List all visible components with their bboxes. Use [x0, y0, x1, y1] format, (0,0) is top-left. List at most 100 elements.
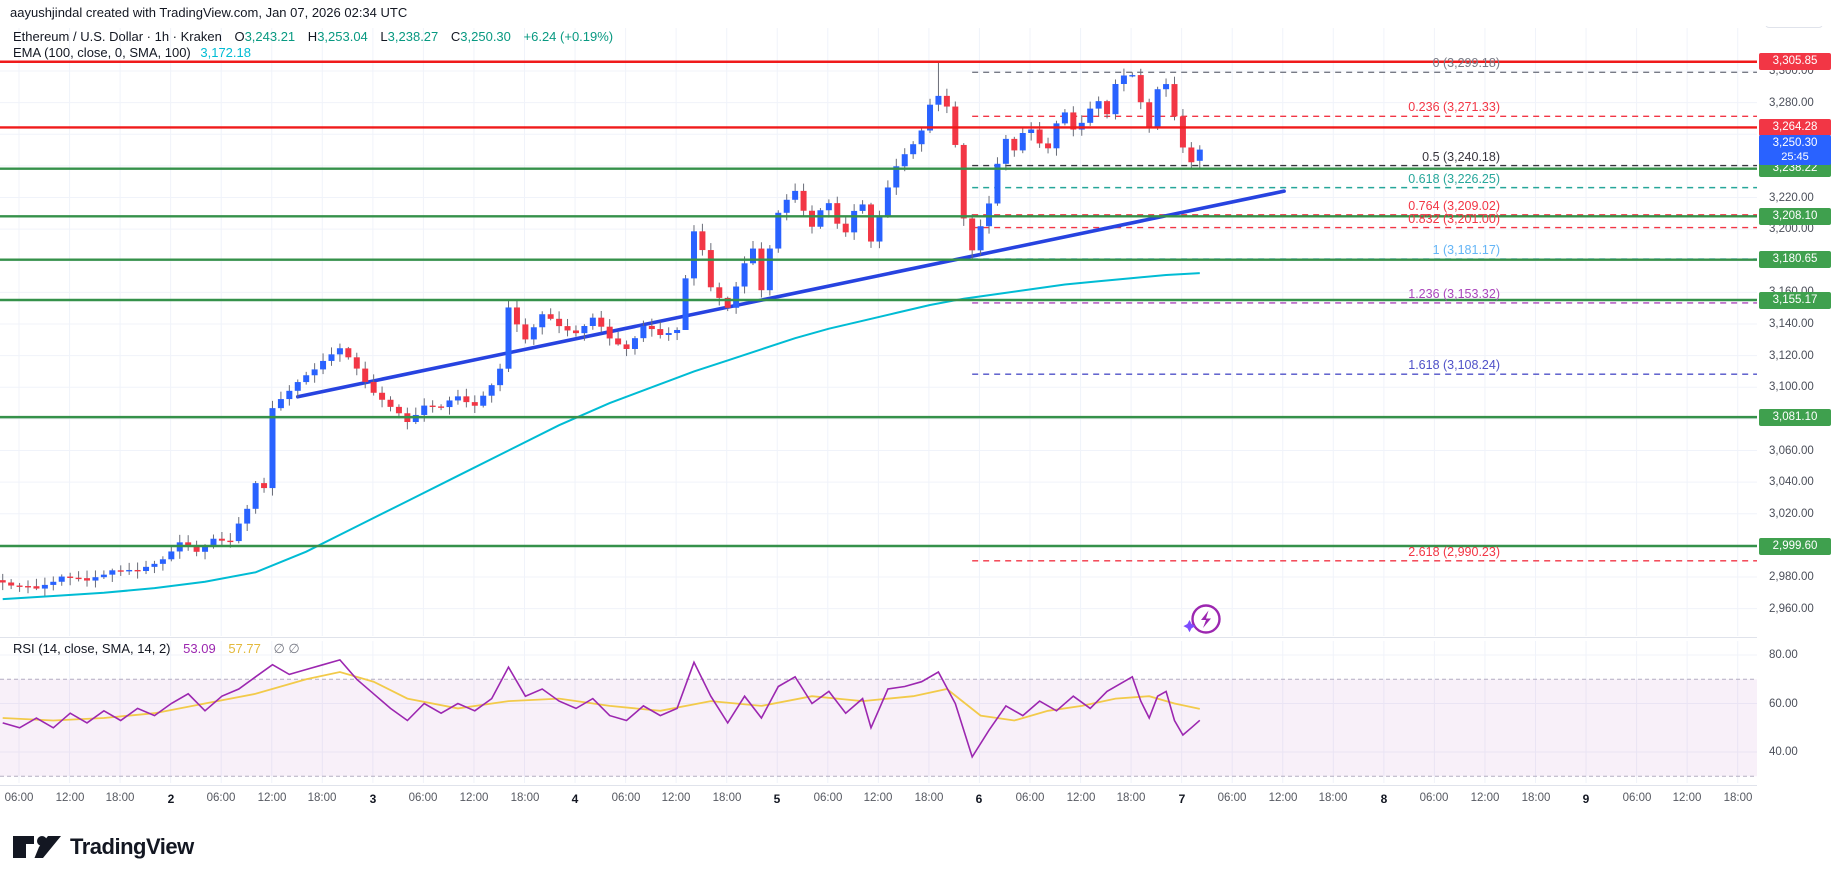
candle — [1028, 129, 1035, 134]
candle — [261, 483, 268, 489]
time-label: 06:00 — [206, 792, 236, 804]
candle — [623, 344, 630, 349]
time-label: 18:00 — [914, 792, 944, 804]
candle — [159, 559, 166, 564]
fib-label-0.832[interactable]: 0.832 (3,201.00) — [1408, 212, 1500, 226]
fib-label-1[interactable]: 1 (3,181.17) — [1432, 243, 1500, 257]
rsi-legend-row[interactable]: RSI (14, close, SMA, 14, 2) 53.09 57.77 … — [13, 641, 300, 657]
candle — [1095, 101, 1102, 109]
fib-label-0.618[interactable]: 0.618 (3,226.25) — [1408, 172, 1500, 186]
time-axis[interactable]: 06:00 12:00 18:00 2 06:00 12:00 18:00 3 06:00 12:… — [0, 786, 1757, 812]
candle — [707, 250, 714, 288]
candle — [345, 348, 352, 358]
candle — [454, 396, 461, 401]
candle — [488, 385, 495, 396]
time-label: 06:00 — [611, 792, 641, 804]
candle — [581, 326, 588, 334]
candle — [1053, 123, 1060, 149]
price-tick: 3,040.00 — [1769, 476, 1814, 488]
time-label: 12:00 — [863, 792, 893, 804]
candle — [0, 580, 6, 583]
fib-label-1.236[interactable]: 1.236 (3,153.32) — [1408, 287, 1500, 301]
ema-value: 3,172.18 — [200, 45, 251, 60]
candle — [286, 390, 293, 400]
lightning-icon[interactable] — [1181, 598, 1227, 644]
candle — [75, 577, 82, 580]
candle — [893, 166, 900, 188]
candle — [901, 154, 908, 167]
candle — [370, 381, 377, 393]
candle — [497, 368, 504, 386]
last-price-label: 3,250.30 25:45 — [1759, 135, 1831, 165]
time-label: 06:00 — [1622, 792, 1652, 804]
candle — [151, 563, 158, 567]
time-label: 12:00 — [257, 792, 287, 804]
candle — [1163, 84, 1170, 90]
candle — [589, 317, 596, 327]
time-label: 18:00 — [510, 792, 540, 804]
candle — [320, 360, 327, 370]
candle — [986, 203, 993, 227]
chart-legend[interactable]: Ethereum / U.S. Dollar · 1h · Kraken O3,… — [13, 29, 613, 61]
candle — [336, 348, 343, 355]
candle — [143, 566, 150, 572]
candle — [41, 584, 48, 589]
chart-canvas[interactable] — [0, 0, 1757, 785]
candle-countdown: 25:45 — [1781, 151, 1809, 163]
candle — [775, 212, 782, 249]
candle — [935, 95, 942, 105]
candle — [1002, 138, 1009, 164]
time-label: 06:00 — [1217, 792, 1247, 804]
candle — [977, 226, 984, 251]
candle — [859, 204, 866, 211]
time-label: 06:00 — [4, 792, 34, 804]
ema-row[interactable]: EMA (100, close, 0, SMA, 100) 3,172.18 — [13, 45, 613, 61]
high-label: H — [307, 29, 318, 44]
rsi-label: RSI (14, close, SMA, 14, 2) — [13, 641, 171, 656]
candle — [842, 223, 849, 233]
candle — [1087, 108, 1094, 123]
candle — [665, 333, 672, 335]
candle — [227, 540, 234, 543]
candle — [58, 576, 65, 582]
close-value: 3,250.30 — [460, 29, 511, 44]
candle — [733, 286, 740, 308]
support-price-label: 3,081.10 — [1759, 409, 1831, 426]
candle — [783, 199, 790, 213]
rsi-tick: 80.00 — [1769, 649, 1798, 661]
candle — [690, 231, 697, 279]
candle — [749, 248, 756, 264]
fib-label-0.236[interactable]: 0.236 (3,271.33) — [1408, 100, 1500, 114]
fib-label-0.764[interactable]: 0.764 (3,209.02) — [1408, 199, 1500, 213]
price-tick: 3,020.00 — [1769, 508, 1814, 520]
time-label: 12:00 — [1470, 792, 1500, 804]
trendline — [295, 189, 1286, 399]
time-label-day: 8 — [1380, 792, 1388, 806]
candle — [480, 395, 487, 406]
time-label-day: 3 — [369, 792, 377, 806]
candle — [311, 369, 318, 376]
fib-label-2.618[interactable]: 2.618 (2,990.23) — [1408, 545, 1500, 559]
time-label: 18:00 — [105, 792, 135, 804]
candle — [16, 585, 23, 587]
candle — [387, 399, 394, 407]
support-price-label: 3,208.10 — [1759, 208, 1831, 225]
candle — [758, 248, 765, 291]
price-axis[interactable]: USD 3,300.003,280.003,220.003,200.003,16… — [1757, 0, 1835, 812]
candle — [1179, 116, 1186, 148]
candle — [429, 405, 436, 407]
fib-label-0.5[interactable]: 0.5 (3,240.18) — [1422, 150, 1500, 164]
fib-label-0[interactable]: 0 (3,299.18) — [1432, 56, 1500, 70]
support-price-label: 3,155.17 — [1759, 292, 1831, 309]
candle — [851, 210, 858, 233]
candle — [1078, 122, 1085, 130]
pane-separator[interactable] — [0, 637, 1835, 638]
fib-label-1.618[interactable]: 1.618 (3,108.24) — [1408, 358, 1500, 372]
candle — [8, 582, 15, 586]
symbol-ohlc-row[interactable]: Ethereum / U.S. Dollar · 1h · Kraken O3,… — [13, 29, 613, 45]
watermark-attribution: aayushjindal created with TradingView.co… — [0, 0, 1835, 26]
candle — [202, 545, 209, 552]
tradingview-logo[interactable]: TradingView — [12, 833, 194, 861]
tradingview-logo-mark — [13, 836, 61, 858]
time-label: 06:00 — [408, 792, 438, 804]
